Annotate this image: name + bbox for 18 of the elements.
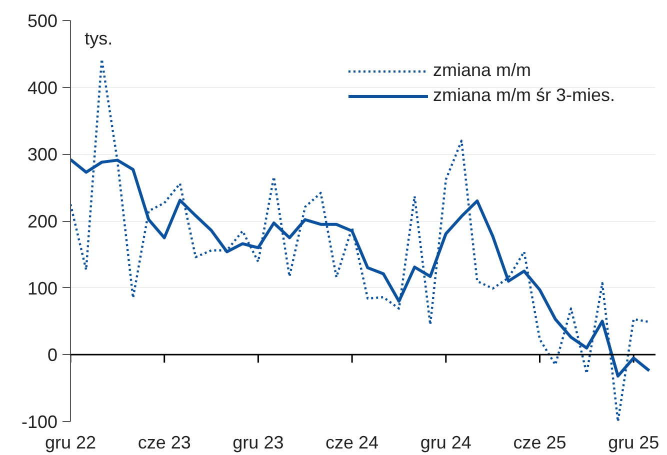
x-tick-label: cze 25: [513, 432, 566, 452]
y-tick-label: 300: [27, 144, 58, 165]
x-tick-label: gru 22: [44, 432, 96, 452]
y-tick-label: 200: [27, 212, 58, 232]
x-tick-label: cze 24: [326, 432, 379, 452]
y-tick-label: 400: [27, 78, 58, 98]
legend-label: zmiana m/m śr 3-mies.: [432, 85, 615, 106]
line-series: [70, 58, 650, 422]
x-tick-label: gru 25: [608, 432, 660, 452]
x-tick-label: gru 23: [232, 432, 284, 452]
x-tick-label: cze 23: [138, 432, 191, 452]
x-tick-label: gru 24: [420, 432, 472, 452]
legend-label: zmiana m/m: [432, 60, 531, 81]
y-tick-label: -100: [21, 412, 58, 432]
y-tick-label: 500: [27, 11, 58, 31]
y-tick-label: 0: [47, 345, 58, 366]
annotation: tys.: [84, 28, 113, 48]
y-tick-label: 100: [27, 278, 58, 298]
